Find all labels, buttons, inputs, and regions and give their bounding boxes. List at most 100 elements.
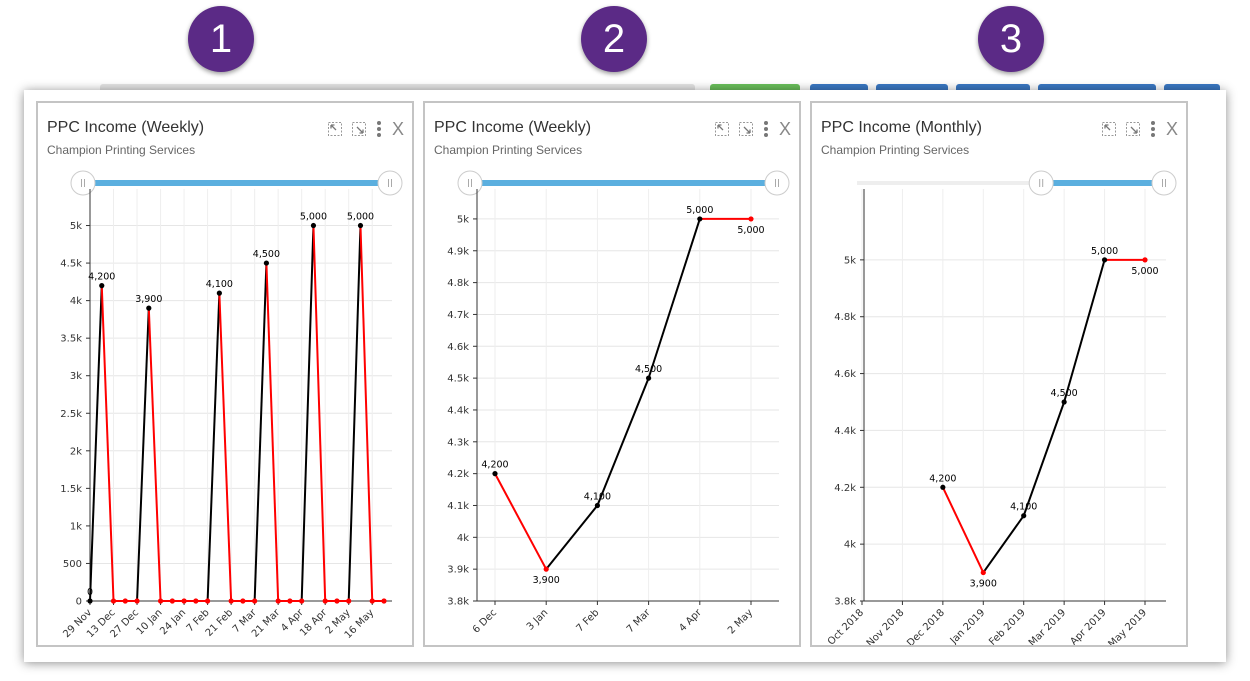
y-tick-label: 4k [457,533,469,544]
data-label: 4,100 [1010,502,1037,513]
more-vertical-icon[interactable] [1150,120,1156,138]
close-icon[interactable]: X [391,119,404,139]
x-tick-label: Jan 2019 [948,607,988,645]
expand-icon[interactable] [1125,122,1140,136]
data-point[interactable] [310,222,317,229]
data-point[interactable] [322,598,328,604]
data-label: 4,100 [206,279,233,290]
data-point[interactable] [1101,257,1108,263]
data-point[interactable] [748,216,754,222]
y-tick-label: 4.3k [447,437,469,448]
data-point[interactable] [205,598,211,604]
data-point[interactable] [697,216,703,222]
data-point[interactable] [287,598,293,604]
series-line-segment [300,225,315,602]
line-chart-weekly-2: 3.8k 3.9k 4k 4.1k 4.2k 4.3k 4.4k 4.5k 4.6k 4.7k 4.… [447,170,790,636]
close-icon[interactable]: X [1165,119,1178,139]
toolbar-strip-segment [876,84,948,92]
panel-tools: X [327,119,404,139]
expand-icon[interactable] [738,122,753,136]
data-point[interactable] [369,598,375,604]
y-tick-label: 0 [76,597,82,608]
data-point[interactable] [492,471,498,477]
expand-icon[interactable] [351,122,366,136]
data-point[interactable] [381,598,387,604]
x-tick-label: 4 Apr [677,607,704,634]
data-point[interactable] [146,305,152,311]
data-point[interactable] [181,598,187,604]
x-tick-label: 18 Apr [298,607,330,639]
data-point[interactable] [216,290,222,296]
data-label: 5,000 [300,212,327,223]
data-label: 4,200 [481,460,508,471]
series-line-segment [100,285,115,602]
data-point[interactable] [99,283,105,289]
series-line-segment [982,515,1025,574]
data-point[interactable] [240,598,246,604]
slider-right-handle[interactable] [764,170,790,196]
data-point[interactable] [252,598,258,604]
data-point[interactable] [334,598,340,604]
data-point[interactable] [940,484,946,490]
data-point[interactable] [346,598,352,604]
data-point[interactable] [87,598,93,604]
panel-subtitle: Champion Printing Services [434,143,583,157]
data-point[interactable] [193,598,199,604]
data-label: 5,000 [347,212,374,223]
close-icon[interactable]: X [778,119,791,139]
series-line-segment [206,293,221,602]
more-vertical-icon[interactable] [376,120,382,138]
badge-2: 2 [581,6,647,72]
data-point[interactable] [646,375,652,381]
y-tick-label: 2.5k [60,409,82,420]
data-point[interactable] [134,598,140,604]
panel-title: PPC Income (Weekly) [47,119,205,136]
slider-right-handle[interactable] [1151,170,1177,196]
series-line-segment [596,377,650,506]
x-tick-label: Oct 2018 [826,607,866,645]
data-label: 4,100 [584,491,611,502]
slider-track [470,180,777,186]
data-point[interactable] [228,598,234,604]
y-tick-label: 3k [70,371,82,382]
slider-right-handle[interactable] [377,170,403,196]
data-point[interactable] [122,598,128,604]
data-point[interactable] [594,502,600,509]
y-tick-label: 4.6k [834,369,856,380]
series-line-segment [89,285,103,602]
y-tick-label: 2k [70,446,82,457]
data-label: 4,500 [635,364,662,375]
series-line-segment [1022,401,1066,517]
slider-left-handle[interactable] [1028,170,1054,196]
data-point[interactable] [1061,399,1067,405]
slider-left-handle[interactable] [70,170,96,196]
more-vertical-icon[interactable] [763,120,769,138]
data-point[interactable] [357,222,364,229]
shrink-icon[interactable] [714,122,729,136]
data-point[interactable] [1142,257,1148,263]
data-point[interactable] [543,566,549,572]
data-point[interactable] [169,598,175,604]
shrink-icon[interactable] [327,122,342,136]
data-point[interactable] [275,598,281,604]
data-point[interactable] [980,569,986,576]
data-label: 4,200 [88,272,115,283]
data-point[interactable] [157,598,164,604]
panel-tools: X [1101,119,1178,139]
y-tick-label: 4.6k [447,342,469,353]
data-label: 5,000 [1091,246,1118,257]
data-label: 5,000 [1131,266,1158,277]
y-tick-label: 4.2k [834,483,856,494]
slider-rail [857,181,1164,185]
slider-left-handle[interactable] [457,170,483,196]
data-point[interactable] [299,598,305,604]
data-point[interactable] [263,260,269,266]
shrink-icon[interactable] [1101,122,1116,136]
x-tick-label: 7 Mar [625,607,653,635]
series-line-segment [494,473,548,570]
y-tick-label: 4.5k [60,259,82,270]
data-point[interactable] [1021,513,1027,519]
data-label: 4,200 [929,473,956,484]
data-point[interactable] [110,598,117,604]
y-tick-label: 4.9k [447,246,469,257]
